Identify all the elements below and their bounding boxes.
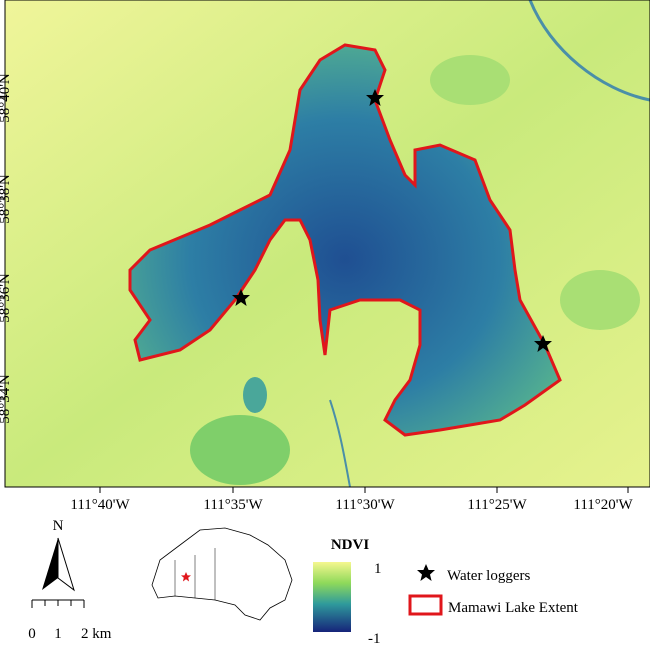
north-arrow	[58, 538, 74, 590]
north-arrow	[42, 538, 58, 590]
legend: Water loggers Mamawi Lake Extent	[410, 564, 579, 616]
lat-label: 58°38'N	[0, 174, 13, 224]
figure: 111°40'W 111°35'W 111°30'W 111°25'W 111°…	[0, 0, 650, 647]
legend-label: Mamawi Lake Extent	[448, 600, 579, 616]
map-panel: 111°40'W 111°35'W 111°30'W 111°25'W 111°…	[0, 0, 650, 513]
scale-label: 2 km	[81, 626, 112, 642]
north-label: N	[53, 518, 64, 534]
legend-swatch	[410, 596, 441, 614]
scale-line	[32, 600, 84, 608]
legend-star	[417, 564, 435, 581]
lat-label: 58°34'N	[0, 374, 13, 424]
scale-label: 0	[28, 626, 36, 642]
lon-label: 111°20'W	[573, 497, 633, 513]
lat-label: 58°40'N	[0, 73, 13, 123]
scale-bar: N 0 1 2 km	[28, 518, 112, 642]
lon-label: 111°30'W	[335, 497, 395, 513]
pond	[430, 55, 510, 105]
lon-label: 111°25'W	[467, 497, 527, 513]
inset-map	[152, 528, 292, 620]
lon-label: 111°35'W	[203, 497, 263, 513]
lat-label: 58°36'N	[0, 273, 13, 323]
pond	[190, 415, 290, 485]
colorbar-min: -1	[368, 631, 381, 647]
canada-outline	[152, 528, 292, 620]
legend-label: Water loggers	[447, 568, 531, 584]
colorbar-title: NDVI	[331, 537, 369, 553]
pond	[243, 377, 267, 413]
lon-label: 111°40'W	[70, 497, 130, 513]
colorbar-gradient	[313, 562, 351, 632]
pond	[560, 270, 640, 330]
colorbar: NDVI 1 -1	[313, 537, 382, 647]
colorbar-max: 1	[374, 561, 382, 577]
scale-label: 1	[54, 626, 62, 642]
